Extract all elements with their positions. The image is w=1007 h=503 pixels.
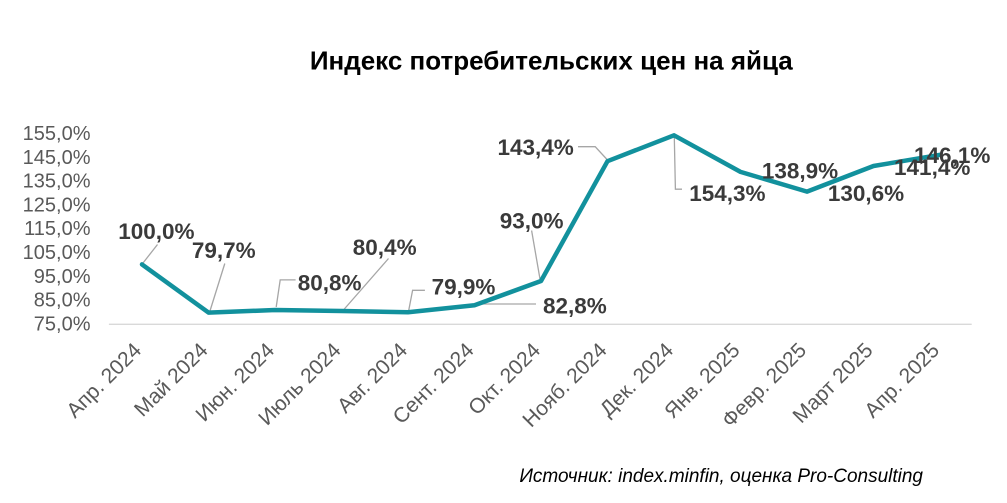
svg-text:80,8%: 80,8% [298,271,362,296]
svg-text:80,4%: 80,4% [353,235,417,260]
svg-text:82,8%: 82,8% [543,294,607,319]
svg-text:79,9%: 79,9% [432,275,496,300]
svg-text:79,7%: 79,7% [192,238,256,263]
svg-text:100,0%: 100,0% [118,219,194,244]
svg-text:Индекс потребительских цен на: Индекс потребительских цен на яйца [310,45,793,75]
svg-text:85,0%: 85,0% [34,290,91,312]
svg-text:93,0%: 93,0% [500,209,564,234]
svg-text:95,0%: 95,0% [34,266,91,288]
svg-text:75,0%: 75,0% [34,313,91,335]
svg-text:138,9%: 138,9% [762,159,838,184]
svg-text:115,0%: 115,0% [24,218,91,240]
svg-text:135,0%: 135,0% [23,171,91,193]
svg-text:141,4%: 141,4% [894,155,970,180]
svg-text:130,6%: 130,6% [828,181,904,206]
svg-text:154,3%: 154,3% [689,181,765,206]
svg-text:125,0%: 125,0% [23,194,91,216]
svg-text:145,0%: 145,0% [23,147,91,169]
svg-text:105,0%: 105,0% [23,242,91,264]
svg-text:155,0%: 155,0% [23,123,91,145]
svg-text:146,1%: 146,1% [914,143,990,168]
svg-text:Источник: index.minfin, оценка: Источник: index.minfin, оценка Pro-Consu… [519,466,923,487]
svg-text:143,4%: 143,4% [497,135,573,160]
